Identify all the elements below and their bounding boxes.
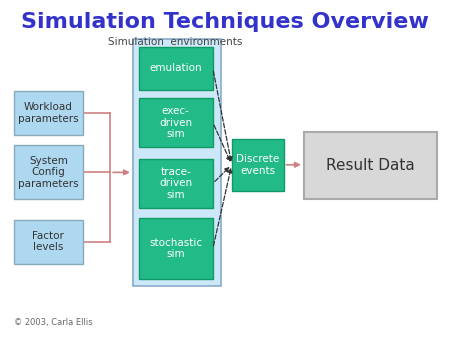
FancyBboxPatch shape [139,218,213,279]
FancyBboxPatch shape [139,47,213,90]
Text: exec-
driven
sim: exec- driven sim [159,106,192,139]
FancyBboxPatch shape [304,132,436,199]
Text: © 2003, Carla Ellis: © 2003, Carla Ellis [14,318,92,327]
FancyBboxPatch shape [14,91,83,135]
FancyBboxPatch shape [139,98,213,147]
FancyBboxPatch shape [14,220,83,264]
Text: Result Data: Result Data [326,158,414,173]
FancyBboxPatch shape [133,39,220,286]
Text: System
Config
parameters: System Config parameters [18,156,79,189]
FancyBboxPatch shape [14,145,83,199]
Text: Simulation  environments: Simulation environments [108,37,243,47]
Text: Workload
parameters: Workload parameters [18,102,79,124]
FancyBboxPatch shape [139,159,213,208]
Text: Factor
levels: Factor levels [32,231,64,252]
Text: Discrete
events: Discrete events [236,154,279,175]
Text: stochastic
sim: stochastic sim [149,238,202,259]
Text: emulation: emulation [149,64,202,73]
FancyBboxPatch shape [232,139,284,191]
Text: trace-
driven
sim: trace- driven sim [159,167,192,200]
Text: Simulation Techniques Overview: Simulation Techniques Overview [21,12,429,32]
